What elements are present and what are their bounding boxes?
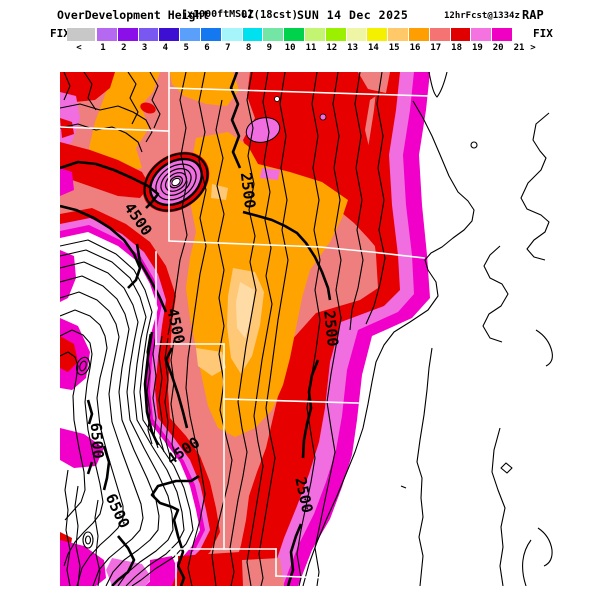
colorbar-tick-label: 12 bbox=[326, 43, 338, 53]
colorbar-swatch bbox=[325, 28, 346, 41]
colorbar-swatch bbox=[284, 28, 304, 41]
colorbar-swatch bbox=[305, 28, 325, 41]
colorbar-tick-label: 16 bbox=[409, 43, 421, 53]
contour-label: 2500 bbox=[237, 171, 259, 209]
colorbar-tick-label: 13 bbox=[347, 43, 359, 53]
contour-label: 6500 bbox=[87, 422, 107, 459]
colorbar-swatch bbox=[492, 28, 512, 41]
colorbar-swatch bbox=[180, 28, 200, 41]
product-title: OverDevelopment Height bbox=[57, 8, 210, 22]
state-boundary-lines bbox=[60, 72, 431, 586]
colorbar-swatch bbox=[263, 28, 284, 41]
colorbar-tick-label: 9 bbox=[266, 43, 273, 53]
colorbar-tick-label: 14 bbox=[367, 43, 379, 53]
bullseye-contours bbox=[142, 151, 210, 213]
colorbar-tick-label: > bbox=[530, 43, 536, 53]
colorbar-swatch bbox=[388, 28, 408, 41]
model-label: RAP bbox=[522, 8, 544, 22]
forecast-hour-label: 12hrFcst@1334z bbox=[444, 11, 520, 21]
colorbar-swatch bbox=[450, 28, 471, 41]
colorbar-swatch bbox=[117, 28, 138, 41]
colorbar-tick-label: 2 bbox=[121, 43, 127, 53]
colorbar-tick-label: 17 bbox=[430, 43, 442, 53]
colorbar-swatch bbox=[201, 28, 221, 41]
colorbar-swatch bbox=[471, 28, 492, 41]
colorbar-tick-label: 11 bbox=[305, 43, 317, 53]
colorbar-tick-label: 8 bbox=[245, 43, 252, 53]
valid-time-label: 0Z(18cst) bbox=[241, 9, 298, 21]
colorbar-swatch bbox=[221, 28, 242, 41]
colorbar-tick-label: 15 bbox=[388, 43, 400, 53]
fix-right-label: FIX bbox=[533, 27, 553, 40]
colorbar-swatch bbox=[67, 28, 95, 41]
colorbar-tick-label: 7 bbox=[225, 43, 231, 53]
colorbar-swatch bbox=[346, 28, 367, 41]
colorbar-tick-label: 18 bbox=[451, 43, 463, 53]
contour-label: 2500 bbox=[320, 310, 342, 348]
colorbar-tick-label: 6 bbox=[204, 43, 210, 53]
units-label: [x1000ftMSL] bbox=[181, 9, 254, 20]
colorbar-swatch bbox=[429, 28, 450, 41]
colorbar-swatch bbox=[159, 28, 180, 41]
colorbar-swatch bbox=[97, 28, 117, 41]
colorbar-swatch bbox=[367, 28, 388, 41]
colorbar-tick-label: 21 bbox=[513, 43, 525, 53]
colorbar-tick-label: < bbox=[76, 43, 82, 53]
colorbar-tick-label: 10 bbox=[284, 43, 296, 53]
colorbar-tick-label: 20 bbox=[492, 43, 504, 53]
colorbar-swatch bbox=[138, 28, 159, 41]
colorbar-swatch bbox=[409, 28, 429, 41]
colorbar-swatch bbox=[242, 28, 263, 41]
colorbar-tick-label: 5 bbox=[183, 43, 189, 53]
colorbar-tick-label: 3 bbox=[141, 43, 148, 53]
bold-contour-lines bbox=[60, 72, 332, 586]
valid-date-label: SUN 14 Dec 2025 bbox=[297, 8, 409, 22]
colorbar-tick-label: 4 bbox=[162, 43, 169, 53]
fix-left-label: FIX bbox=[50, 27, 70, 40]
colorbar-tick-label: 19 bbox=[471, 43, 483, 53]
colorbar: FIX FIX <1 2 3 4 5 6 7 8 9 10 11 12 13 14 15 16 17 18 19 20… bbox=[0, 0, 611, 56]
colorbar-tick-label: 1 bbox=[100, 43, 106, 53]
contour-lines bbox=[60, 72, 553, 586]
